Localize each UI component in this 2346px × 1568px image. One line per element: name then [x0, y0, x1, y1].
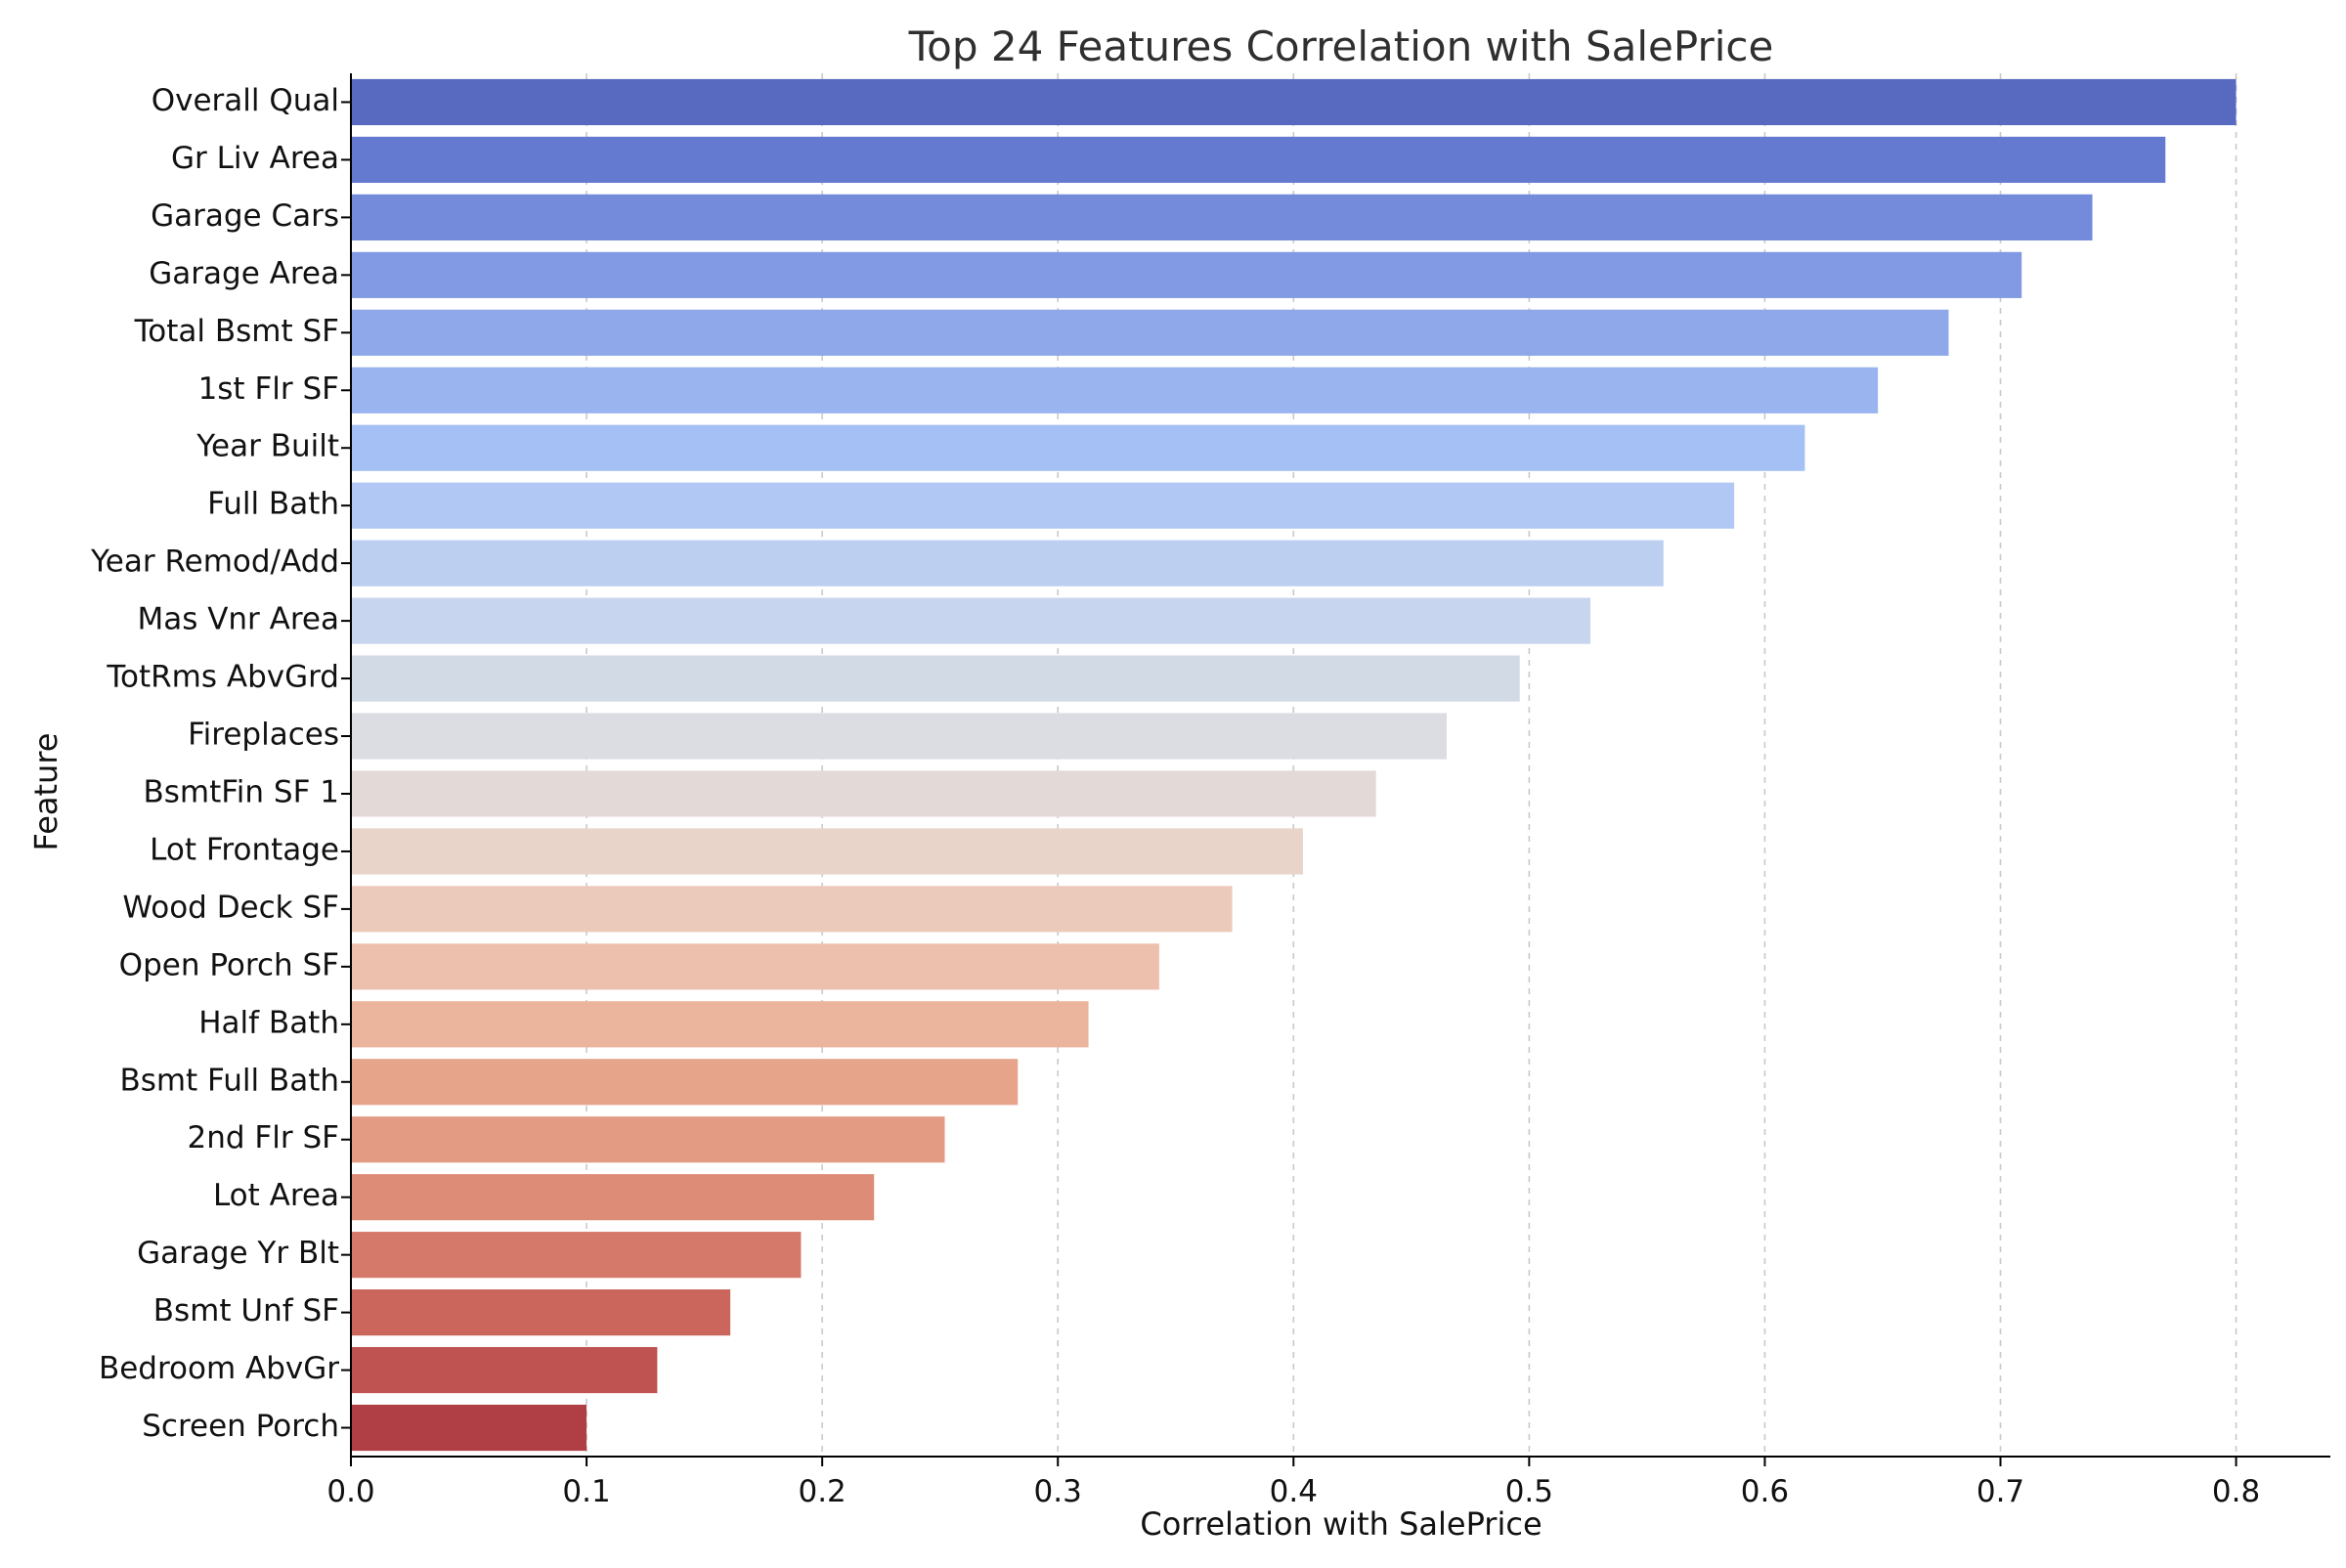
bar [351, 1232, 802, 1279]
y-tick-label: Full Bath [207, 487, 339, 522]
bar [351, 309, 1949, 356]
y-tick-label: Bsmt Full Bath [119, 1063, 339, 1098]
y-tick-label: 2nd Flr SF [188, 1120, 339, 1155]
y-tick-label: Bsmt Unf SF [153, 1293, 339, 1328]
y-tick-label: TotRms AbvGrd [106, 660, 339, 695]
y-tick-label: Gr Liv Area [171, 141, 339, 176]
y-tick-label: Lot Frontage [150, 832, 339, 867]
bar [351, 78, 2237, 126]
y-tick-label: Half Bath [198, 1005, 339, 1040]
y-tick-label: Overall Qual [152, 83, 339, 118]
y-tick-label: Garage Area [149, 256, 339, 291]
y-tick-label: Bedroom AbvGr [99, 1351, 339, 1386]
axes-layer [341, 73, 2330, 1466]
bar [351, 540, 1664, 587]
x-tick-label: 0.5 [1505, 1474, 1553, 1509]
y-tick-label: Year Remod/Add [90, 544, 339, 580]
chart-title: Top 24 Features Correlation with SalePri… [908, 22, 1774, 70]
bar [351, 597, 1591, 644]
x-tick-label: 0.2 [798, 1474, 846, 1509]
bar [351, 1174, 875, 1221]
bar [351, 1059, 1019, 1106]
bars-layer [351, 78, 2237, 1452]
x-tick-label: 0.4 [1270, 1474, 1318, 1509]
bar [351, 194, 2093, 240]
bar [351, 424, 1805, 471]
y-tick-label: Total Bsmt SF [134, 314, 339, 349]
y-tick-label: Wood Deck SF [122, 890, 339, 925]
x-tick-label: 0.8 [2212, 1474, 2260, 1509]
bar [351, 655, 1520, 702]
bar [351, 713, 1447, 760]
bar [351, 1116, 945, 1163]
bar [351, 1404, 587, 1452]
y-tick-label: Garage Cars [151, 198, 339, 234]
bar [351, 828, 1303, 875]
bar [351, 943, 1159, 990]
y-tick-label: Year Built [196, 429, 339, 464]
y-tick-label: 1st Flr SF [198, 371, 339, 407]
x-tick-label: 0.7 [1977, 1474, 2024, 1509]
bar [351, 1346, 658, 1394]
x-axis-label: Correlation with SalePrice [1140, 1505, 1542, 1543]
y-tick-label: Open Porch SF [119, 947, 339, 982]
y-tick-label: Screen Porch [142, 1409, 339, 1444]
bar [351, 136, 2166, 184]
bar [351, 251, 2022, 298]
bar [351, 367, 1879, 414]
bar [351, 886, 1233, 933]
y-tick-label: BsmtFin SF 1 [143, 774, 339, 809]
y-axis-label: Feature [27, 733, 65, 851]
y-tick-label: Mas Vnr Area [137, 602, 339, 637]
y-tick-label: Garage Yr Blt [137, 1236, 339, 1271]
grid-layer [586, 73, 2237, 1457]
y-tick-label: Fireplaces [188, 718, 339, 753]
y-tick-label: Lot Area [213, 1178, 339, 1213]
bar [351, 1001, 1089, 1048]
x-tick-label: 0.0 [326, 1474, 374, 1509]
labels-layer: 0.0 0.1 0.2 0.3 0.4 0.5 0.6 0.7 0.8 Overall Qual G… [90, 83, 2260, 1509]
x-tick-label: 0.3 [1034, 1474, 1082, 1509]
bar [351, 1289, 731, 1336]
bar [351, 770, 1376, 817]
bar [351, 482, 1735, 529]
x-tick-label: 0.1 [562, 1474, 610, 1509]
x-tick-label: 0.6 [1741, 1474, 1789, 1509]
